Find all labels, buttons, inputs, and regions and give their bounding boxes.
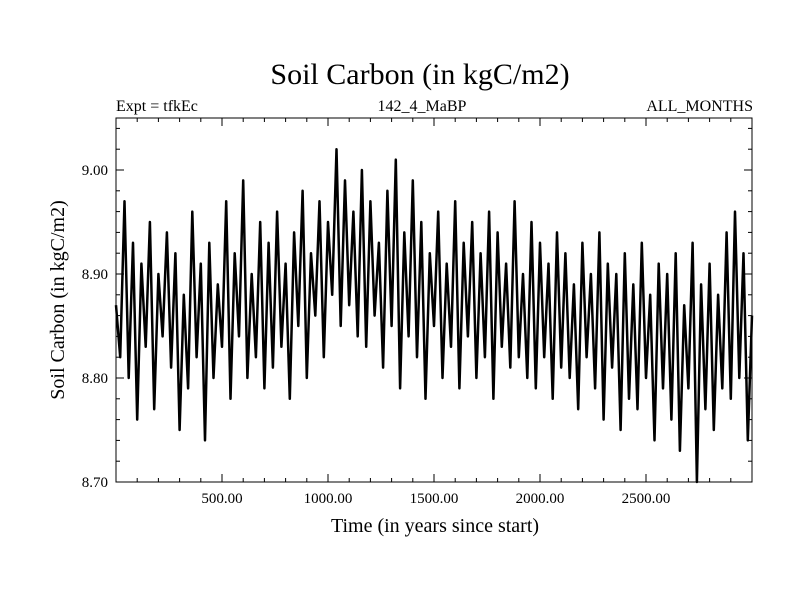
chart-title: Soil Carbon (in kgC/m2) [270,58,569,91]
y-axis-label: Soil Carbon (in kgC/m2) [47,200,69,399]
y-tick-label: 8.70 [82,475,108,491]
period-label: 142_4_MaBP [378,98,467,115]
soil-carbon-series-line [114,147,754,484]
x-tick-label: 2500.00 [622,491,671,507]
x-tick-label: 2000.00 [516,491,565,507]
x-tick-label: 500.00 [201,491,242,507]
y-tick-label: 9.00 [82,163,108,179]
months-label: ALL_MONTHS [646,98,753,115]
experiment-label: Expt = tfkEc [116,98,198,115]
x-tick-label: 1500.00 [410,491,459,507]
y-tick-label: 8.90 [82,267,108,283]
y-tick-label: 8.80 [82,371,108,387]
x-tick-label: 1000.00 [304,491,353,507]
x-axis-label: Time (in years since start) [331,515,539,537]
